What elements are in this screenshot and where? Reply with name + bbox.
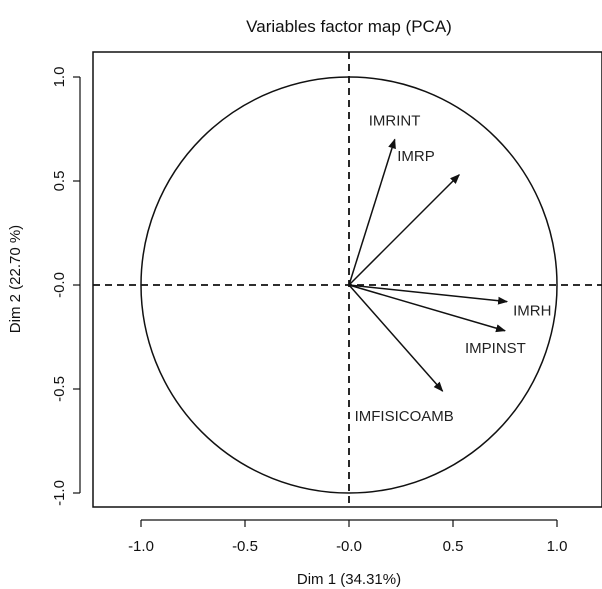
- y-axis-title: Dim 2 (22.70 %): [7, 225, 24, 333]
- plot-area: IMRINT IMRP IMRH IMPINST IMFISICOAMB: [93, 52, 602, 507]
- x-axis-title: Dim 1 (34.31%): [297, 571, 401, 588]
- x-tick-label: -1.0: [128, 538, 154, 555]
- y-tick-label: -0.5: [51, 376, 68, 402]
- y-axis: -1.0 -0.5 -0.0 0.5 1.0: [51, 67, 81, 506]
- y-tick-label: 1.0: [51, 67, 68, 88]
- variable-label-imrh: IMRH: [513, 303, 551, 320]
- arrow-impinst: [348, 284, 506, 333]
- x-tick-label: -0.0: [336, 538, 362, 555]
- x-tick-label: 1.0: [547, 538, 568, 555]
- chart-title: Variables factor map (PCA): [246, 17, 452, 36]
- y-tick-label: 0.5: [51, 171, 68, 192]
- variable-label-impinst: IMPINST: [465, 340, 526, 357]
- plot-frame: [92, 51, 602, 508]
- arrow-imrh: [348, 284, 509, 305]
- x-axis: -1.0 -0.5 -0.0 0.5 1.0: [128, 519, 568, 555]
- arrow-imrp: [348, 174, 460, 286]
- x-tick-label: 0.5: [443, 538, 464, 555]
- variable-label-imfisicoamb: IMFISICOAMB: [355, 408, 454, 425]
- variable-label-imrint: IMRINT: [369, 112, 421, 129]
- variable-label-imrp: IMRP: [397, 148, 435, 165]
- arrow-imfisicoamb: [348, 284, 444, 392]
- arrow-imrint: [348, 138, 396, 286]
- x-tick-label: -0.5: [232, 538, 258, 555]
- y-tick-label: -0.0: [51, 272, 68, 298]
- y-tick-label: -1.0: [51, 480, 68, 506]
